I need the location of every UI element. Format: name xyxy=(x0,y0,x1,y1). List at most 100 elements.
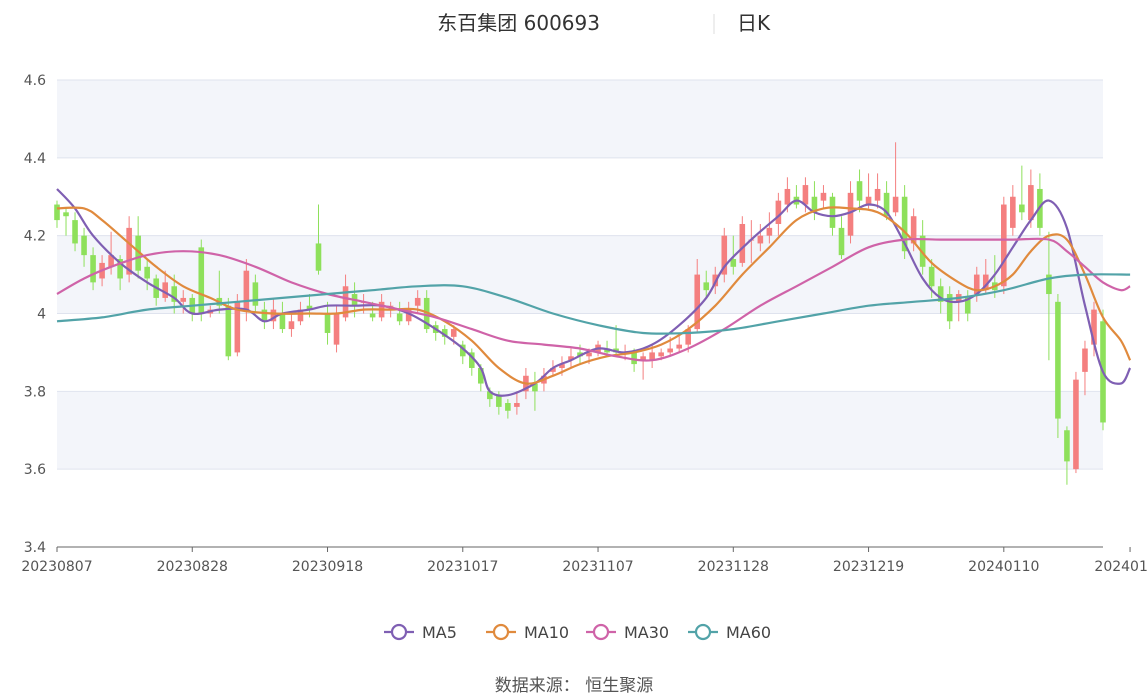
y-tick-label: 3.6 xyxy=(24,462,46,478)
candle-body xyxy=(667,348,673,353)
candle xyxy=(1028,169,1034,228)
candle xyxy=(1046,231,1052,361)
candle xyxy=(117,255,123,291)
candle-body xyxy=(676,344,682,349)
candle-body xyxy=(928,266,935,287)
legend: MA5 MA10 MA30 MA60 xyxy=(384,623,771,642)
candle-body xyxy=(126,227,132,275)
candle xyxy=(1010,185,1016,236)
chart-period-label: 日K xyxy=(737,11,771,35)
ma-line-ma30 xyxy=(56,237,1131,362)
candle-body xyxy=(892,196,899,213)
candle-body xyxy=(324,313,331,333)
candle-body xyxy=(685,329,692,345)
candle xyxy=(315,204,322,275)
candle-body xyxy=(1019,204,1025,213)
candle-body xyxy=(532,383,538,392)
moving-average-lines xyxy=(56,188,1132,397)
candle-body xyxy=(72,220,78,244)
candle-body xyxy=(694,274,701,330)
candle-body xyxy=(514,403,520,407)
candle xyxy=(892,142,899,217)
candle-body xyxy=(550,367,556,372)
candle-body xyxy=(721,235,728,275)
candle-body xyxy=(135,235,141,271)
candle-body xyxy=(802,185,809,205)
candle-body xyxy=(658,352,664,357)
candle-body xyxy=(108,255,114,267)
candle xyxy=(964,290,971,322)
candle-body xyxy=(757,235,764,244)
legend-label: MA5 xyxy=(422,623,457,642)
plot-background xyxy=(57,80,1103,470)
candle-body xyxy=(1091,309,1097,345)
candle-body xyxy=(459,344,466,357)
candle-body xyxy=(63,212,69,217)
x-tick-label: 20230828 xyxy=(157,559,228,575)
candle-body xyxy=(315,243,322,271)
candle-body xyxy=(144,266,150,279)
candle xyxy=(459,340,466,365)
candle xyxy=(252,274,259,314)
candle xyxy=(162,270,169,302)
candle xyxy=(910,208,917,252)
legend-item-ma30: MA30 xyxy=(586,623,669,642)
candle xyxy=(1091,301,1097,357)
legend-label: MA10 xyxy=(524,623,569,642)
candle-body xyxy=(441,329,448,337)
candle-body xyxy=(117,259,123,279)
candle-body xyxy=(81,235,87,256)
legend-marker xyxy=(390,623,408,641)
candle-body xyxy=(946,294,953,322)
candle-body xyxy=(559,364,565,368)
candle-body xyxy=(342,286,349,318)
y-tick-label: 3.4 xyxy=(24,540,46,556)
candle-body xyxy=(306,305,313,310)
candle-body xyxy=(297,309,304,322)
source-note: 数据来源： 恒生聚源 xyxy=(495,676,653,696)
candle xyxy=(838,216,845,260)
candle-body xyxy=(496,395,502,407)
candle-body xyxy=(487,391,493,400)
x-tick-label: 20240130 xyxy=(1094,559,1148,575)
candle-body xyxy=(414,297,421,306)
candle xyxy=(874,173,881,209)
candle-body xyxy=(577,352,583,357)
ma-line-ma5 xyxy=(56,188,1132,397)
candle-body xyxy=(405,309,412,322)
candle xyxy=(514,391,520,415)
candle xyxy=(919,220,926,275)
x-tick-label: 20231017 xyxy=(427,559,498,575)
candle xyxy=(775,192,782,236)
x-tick-label: 20230807 xyxy=(21,559,92,575)
y-tick-label: 4.6 xyxy=(24,73,46,89)
candle-body xyxy=(225,305,232,357)
legend-label: MA30 xyxy=(624,623,669,642)
candle xyxy=(468,348,475,376)
x-axis: 20230807 20230828 20230918 20231017 20231107… xyxy=(21,546,1148,575)
candle xyxy=(144,259,150,291)
candle xyxy=(180,290,187,314)
x-tick-label: 20231128 xyxy=(698,559,769,575)
candle-body xyxy=(505,403,511,411)
candle-body xyxy=(784,188,791,205)
candle xyxy=(324,301,331,345)
candle-body xyxy=(450,329,457,337)
candle-body xyxy=(766,227,773,236)
candle xyxy=(757,223,764,252)
candle xyxy=(81,227,87,267)
candle xyxy=(982,259,989,295)
y-tick-label: 3.8 xyxy=(24,384,46,400)
plot-band xyxy=(57,80,1103,158)
candle xyxy=(261,301,268,330)
candle xyxy=(703,270,710,298)
legend-marker xyxy=(694,623,712,641)
x-tick-label: 20240110 xyxy=(968,559,1039,575)
x-tick-label: 20231107 xyxy=(562,559,633,575)
candle-body xyxy=(234,301,241,353)
candle-body xyxy=(874,188,881,201)
ma-line-ma10 xyxy=(56,206,1132,385)
candle-body xyxy=(180,297,187,302)
